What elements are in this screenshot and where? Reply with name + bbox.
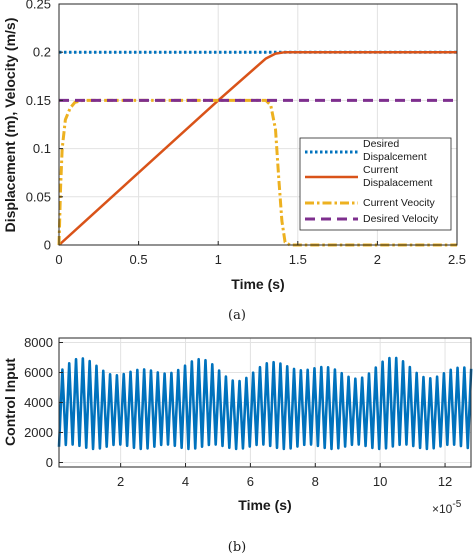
chart-a-y-tick-label: 0 [44, 238, 51, 253]
chart-a-caption: (a) [228, 308, 246, 323]
chart-a-x-tick-label: 0 [55, 252, 62, 267]
current-displacement-line [58, 50, 457, 246]
chart-b-y-label: Control Input [2, 358, 18, 446]
chart-b-x-tick-label: 10 [373, 474, 387, 489]
legend-current-displacement-line1: Current [363, 164, 398, 176]
chart-a-y-tick-label: 0.25 [26, 0, 51, 12]
chart-a-y-ticks: 0 0.05 0.1 0.15 0.2 0.25 [26, 0, 63, 253]
chart-b-y-tick-label: 6000 [24, 365, 53, 380]
chart-a-x-tick-label: 2 [374, 252, 381, 267]
multiplier-base: ×10 [432, 502, 453, 516]
chart-b-series [57, 356, 473, 451]
chart-b-y-tick-label: 8000 [24, 335, 53, 350]
chart-b-caption: (b) [228, 540, 246, 555]
legend-desired-velocity-label: Desired Velocity [363, 213, 439, 225]
chart-b-x-tick-label: 8 [312, 474, 319, 489]
chart-a-x-ticks: 0 0.5 1 1.5 2 2.5 [55, 241, 466, 267]
chart-a-frame [58, 3, 458, 246]
chart-a: 0 0.5 1 1.5 2 2.5 0 0.05 0.1 0.15 0.2 0.25 Time (s… [2, 0, 466, 323]
chart-a-series [57, 50, 457, 247]
chart-a-x-tick-label: 2.5 [448, 252, 466, 267]
chart-b-y-tick-label: 2000 [24, 425, 53, 440]
chart-a-y-tick-label: 0.05 [26, 189, 51, 204]
chart-b-y-tick-label: 4000 [24, 395, 53, 410]
chart-b-x-tick-label: 12 [438, 474, 452, 489]
chart-b-y-ticks: 0 2000 4000 6000 8000 [24, 335, 63, 470]
legend-current-displacement-line2: Dispalacement [363, 177, 433, 189]
chart-b: 2 4 6 8 10 12 0 2000 4000 6000 8000 Time (s) Cont… [2, 335, 473, 555]
chart-b-x-tick-label: 2 [117, 474, 124, 489]
chart-b-x-label: Time (s) [238, 497, 291, 513]
legend-desired-displacement-line1: Desired [363, 138, 399, 150]
chart-a-y-tick-label: 0.15 [26, 93, 51, 108]
chart-b-x-multiplier: ×10-5 [432, 499, 462, 516]
chart-a-x-tick-label: 1 [215, 252, 222, 267]
chart-b-x-tick-label: 6 [247, 474, 254, 489]
chart-a-legend: Desired Dispalcement Current Dispalaceme… [299, 137, 452, 231]
legend-current-velocity-label: Current Veocity [363, 197, 436, 209]
legend-desired-displacement-line2: Dispalcement [363, 151, 427, 163]
chart-b-x-tick-label: 4 [182, 474, 189, 489]
chart-a-x-tick-label: 1.5 [289, 252, 307, 267]
chart-b-x-ticks: 2 4 6 8 10 12 [117, 463, 452, 489]
chart-b-y-tick-label: 0 [46, 455, 53, 470]
control-input-line [57, 356, 473, 451]
chart-a-x-tick-label: 0.5 [130, 252, 148, 267]
multiplier-exponent: -5 [452, 499, 461, 510]
chart-a-y-label: Displacement (m), Velocity (m/s) [2, 18, 18, 233]
chart-a-y-tick-label: 0.1 [33, 141, 51, 156]
chart-a-x-label: Time (s) [231, 276, 284, 292]
chart-a-y-tick-label: 0.2 [33, 45, 51, 60]
